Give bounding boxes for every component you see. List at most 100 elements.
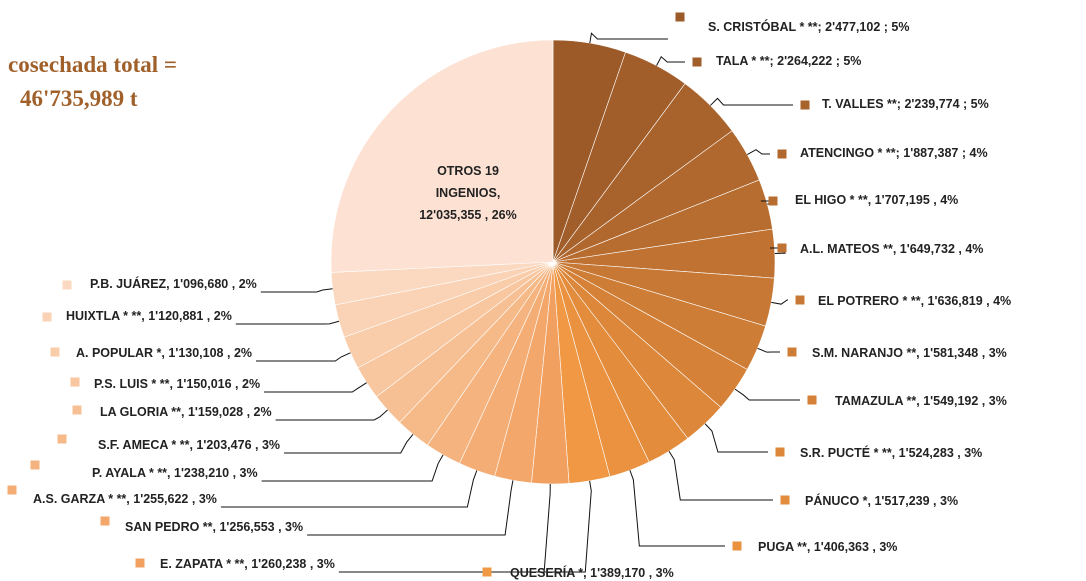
percent-label: 4% [940, 193, 958, 207]
data-label: HUIXTLA * **, 1'120,881 , 2% [66, 309, 232, 323]
percent-label: 26% [491, 208, 517, 222]
leader-line [656, 55, 685, 66]
labels: S. CRISTÓBAL * **; 2'477,102 ; 5% TALA * … [7, 12, 1011, 580]
category-label: ATENCINGO * **; [800, 146, 900, 160]
legend-swatch [57, 434, 67, 444]
category-label: EL POTRERO * **, [818, 294, 924, 308]
category-label: S. CRISTÓBAL * **; [708, 19, 822, 34]
category-label: S.F. AMECA * **, [98, 438, 193, 452]
category-label: EL HIGO * **, [795, 193, 871, 207]
category-label: P.B. JUÁREZ, [90, 276, 170, 291]
data-label: S. CRISTÓBAL * **; 2'477,102 ; 5% [708, 19, 909, 34]
data-label: E. ZAPATA * **, 1'260,238 , 3% [160, 557, 335, 571]
value-label: 1'887,387 ; [903, 146, 966, 160]
leader-line [704, 423, 768, 453]
percent-label: 4% [965, 242, 983, 256]
data-label: EL HIGO * **, 1'707,195 , 4% [795, 193, 958, 207]
value-label: 1'649,732 , [900, 242, 962, 256]
percent-label: 5% [843, 54, 861, 68]
category-label: P.S. LUIS * **, [94, 377, 173, 391]
category-label: QUESERÍA *, [510, 565, 587, 580]
percent-label: 4% [970, 146, 988, 160]
category-label: HUIXTLA * **, [66, 309, 145, 323]
category-label: SAN PEDRO **, [125, 520, 216, 534]
legend-swatch [800, 100, 810, 110]
leader-line [757, 347, 780, 353]
category-label: TALA * **; [716, 54, 774, 68]
legend-swatch [70, 377, 80, 387]
legend-swatch [72, 405, 82, 415]
value-label: 1'255,622 , [133, 492, 195, 506]
legend-swatch [807, 395, 817, 405]
leader-line [261, 454, 444, 482]
data-label: P.S. LUIS * **, 1'150,016 , 2% [94, 377, 260, 391]
value-label: 1'159,028 , [188, 405, 250, 419]
legend-swatch [777, 243, 787, 253]
value-label: 2'264,222 ; [777, 54, 840, 68]
data-label: P.B. JUÁREZ, 1'096,680 , 2% [90, 276, 257, 291]
leader-line [260, 288, 333, 293]
value-label: 1'120,881 , [148, 309, 210, 323]
leader-line [284, 434, 414, 454]
value-label: 1'406,363 , [814, 540, 876, 554]
value-label: 1'150,016 , [176, 377, 238, 391]
leader-line [220, 470, 478, 508]
value-label: 1'549,192 , [923, 394, 985, 408]
data-label: S.M. NARANJO **, 1'581,348 , 3% [812, 346, 1007, 360]
value-label: 12'035,355 , [419, 208, 489, 222]
category-label: T. VALLES **; [822, 97, 901, 111]
category-label: A.L. MATEOS **, [800, 242, 896, 256]
leader-line [589, 32, 668, 44]
data-label: TAMAZULA **, 1'549,192 , 3% [835, 394, 1007, 408]
value-label: 1'581,348 , [923, 346, 985, 360]
data-label: QUESERÍA *, 1'389,170 , 3% [510, 565, 674, 580]
value-label: 1'636,819 , [928, 294, 990, 308]
category-label: S.R. PUCTÉ * **, [800, 445, 895, 460]
value-label: 1'203,476 , [196, 438, 258, 452]
category-label: PUGA **, [758, 540, 810, 554]
legend-swatch [775, 447, 785, 457]
percent-label: 2% [254, 405, 272, 419]
percent-label: 3% [285, 520, 303, 534]
legend-swatch [7, 485, 17, 495]
percent-label: 3% [989, 346, 1007, 360]
percent-label: 2% [234, 346, 252, 360]
percent-label: 2% [214, 309, 232, 323]
legend-swatch [692, 57, 702, 67]
legend-swatch [675, 12, 685, 22]
data-label: S.R. PUCTÉ * **, 1'524,283 , 3% [800, 445, 982, 460]
category-label: A. POPULAR *, [76, 346, 165, 360]
value-label: 1'389,170 , [590, 566, 652, 580]
data-label: P. AYALA * **, 1'238,210 , 3% [92, 466, 258, 480]
percent-label: 5% [891, 20, 909, 34]
leader-line [668, 450, 773, 501]
legend-swatch [780, 495, 790, 505]
leader-line [710, 97, 793, 106]
value-label: 1'238,210 , [174, 466, 236, 480]
legend-swatch [777, 149, 787, 159]
value-label: 1'130,108 , [168, 346, 230, 360]
percent-label: 5% [971, 97, 989, 111]
category-label: TAMAZULA **, [835, 394, 920, 408]
legend-swatch [42, 312, 52, 322]
legend-swatch [732, 541, 742, 551]
legend-swatch [787, 347, 797, 357]
category-label: S.M. NARANJO **, [812, 346, 920, 360]
category-label: E. ZAPATA * **, [160, 557, 248, 571]
data-label: A. POPULAR *, 1'130,108 , 2% [76, 346, 252, 360]
slices [330, 39, 776, 485]
leader-line [256, 352, 351, 362]
slice [330, 39, 554, 273]
legend-swatch [482, 567, 492, 577]
leader-line [747, 149, 770, 155]
value-label: 1'707,195 , [875, 193, 937, 207]
leader-line [771, 299, 788, 305]
percent-label: 3% [964, 446, 982, 460]
data-label: PUGA **, 1'406,363 , 3% [758, 540, 897, 554]
leader-line [307, 480, 514, 536]
value-group: 12'035,355 , 26% [408, 204, 528, 226]
value-label: 1'260,238 , [251, 557, 313, 571]
percent-label: 4% [993, 294, 1011, 308]
